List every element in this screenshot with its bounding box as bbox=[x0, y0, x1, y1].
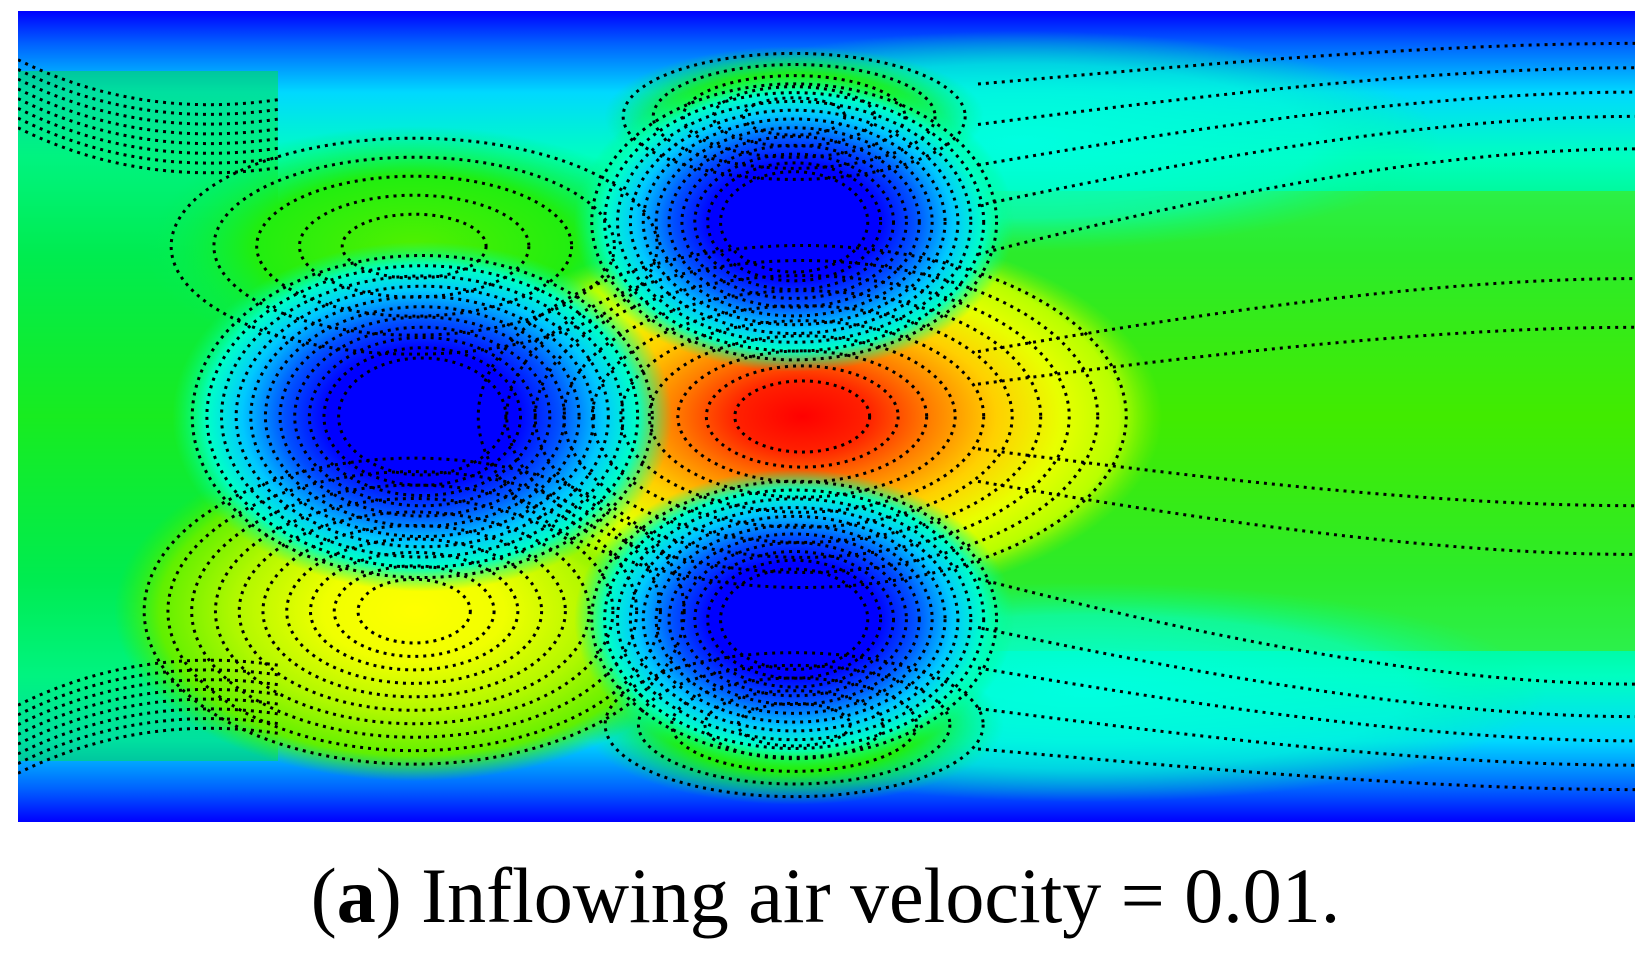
streamline-contour-13 bbox=[977, 707, 1635, 767]
contour-obstacle-left-1 bbox=[337, 356, 508, 477]
streamline-contour-12 bbox=[977, 666, 1635, 743]
contour-obstacle-left-9 bbox=[220, 274, 625, 559]
contour-peak-center-2 bbox=[704, 364, 900, 469]
feature-obstacle-bottom bbox=[574, 469, 1015, 770]
streamline-contour-7 bbox=[977, 325, 1635, 386]
contour-obstacle-top-10 bbox=[603, 91, 986, 353]
contour-peak-lower-left-4 bbox=[285, 537, 544, 685]
contour-obstacle-left-11 bbox=[190, 254, 654, 579]
contour-obstacle-left-8 bbox=[234, 284, 610, 549]
contour-obstacle-top-9 bbox=[616, 99, 973, 344]
contour-lobe-top-2 bbox=[711, 85, 877, 148]
contour-lobe-upper-left-5 bbox=[169, 136, 659, 356]
contour-obstacle-left-3 bbox=[307, 335, 537, 498]
contour-peak-center-4 bbox=[647, 334, 957, 499]
contour-peak-lower-left-6 bbox=[237, 510, 591, 712]
contour-peak-center-9 bbox=[505, 259, 1100, 574]
contour-lobe-top-3 bbox=[681, 74, 907, 159]
contour-obstacle-bottom-1 bbox=[719, 567, 870, 671]
contour-lobe-top-5 bbox=[621, 51, 967, 181]
caption-open-paren: ( bbox=[310, 852, 337, 939]
feature-obstacle-left bbox=[172, 241, 673, 592]
features-layer bbox=[114, 30, 1546, 805]
inlet-contour-1 bbox=[18, 58, 279, 775]
contour-obstacle-top-5 bbox=[667, 135, 921, 309]
contours-layer bbox=[18, 41, 1635, 799]
contour-peak-lower-left-5 bbox=[261, 523, 567, 699]
streamline-contour-11 bbox=[977, 625, 1635, 719]
contour-obstacle-bottom-3 bbox=[693, 550, 896, 689]
contour-lobe-bottom-4 bbox=[636, 663, 952, 786]
contour-obstacle-left-5 bbox=[278, 315, 566, 518]
contour-peak-lower-left-9 bbox=[166, 470, 662, 753]
caption-text: ) Inflowing air velocity = 0.01. bbox=[375, 852, 1341, 939]
inlet-contour-4 bbox=[18, 87, 279, 746]
contour-obstacle-bottom-10 bbox=[603, 488, 986, 750]
contour-lobe-upper-left-2 bbox=[297, 193, 531, 299]
streamline-contour-6 bbox=[977, 277, 1635, 354]
contour-obstacle-bottom-7 bbox=[641, 514, 947, 724]
contour-lobe-top-4 bbox=[651, 63, 937, 170]
contour-obstacle-top-4 bbox=[680, 143, 908, 300]
inlet-contour-2 bbox=[18, 68, 279, 765]
contour-lobe-upper-left-3 bbox=[255, 174, 574, 318]
contour-peak-lower-left-3 bbox=[308, 550, 520, 672]
contour-peak-lower-left-2 bbox=[332, 564, 496, 658]
streamline-contour-8 bbox=[977, 447, 1635, 508]
caption-panel-label: a bbox=[336, 852, 376, 939]
streamline-contour-9 bbox=[977, 479, 1635, 556]
contour-obstacle-top-3 bbox=[693, 152, 896, 292]
streamline-contour-4 bbox=[977, 114, 1635, 208]
contour-peak-center-6 bbox=[590, 304, 1014, 529]
streamline-contour-2 bbox=[977, 66, 1635, 126]
contour-peak-lower-left-10 bbox=[142, 456, 686, 766]
feature-obstacle-top bbox=[574, 71, 1015, 372]
inlet-contour-6 bbox=[18, 106, 279, 727]
contour-obstacle-bottom-5 bbox=[667, 532, 921, 707]
contour-peak-center-10 bbox=[476, 244, 1128, 589]
contour-peak-lower-left-1 bbox=[356, 577, 472, 645]
contour-obstacle-top-8 bbox=[628, 108, 960, 336]
contour-obstacle-top-1 bbox=[719, 170, 870, 274]
contour-obstacle-bottom-6 bbox=[654, 523, 934, 715]
contour-obstacle-top-2 bbox=[706, 161, 883, 283]
inlet-contour-7 bbox=[18, 116, 279, 717]
contour-obstacle-bottom-4 bbox=[680, 541, 908, 698]
contour-obstacle-left-10 bbox=[205, 264, 640, 569]
contour-obstacle-left-2 bbox=[322, 346, 523, 487]
contour-lobe-upper-left-4 bbox=[212, 155, 616, 337]
contour-lobe-bottom-3 bbox=[670, 676, 919, 773]
contour-plot-svg bbox=[18, 11, 1635, 822]
contour-obstacle-top-11 bbox=[590, 82, 999, 362]
contour-plot bbox=[18, 11, 1635, 822]
contour-obstacle-bottom-11 bbox=[590, 479, 999, 759]
inlet-contour-8 bbox=[18, 126, 279, 707]
figure-caption: (a) Inflowing air velocity = 0.01. bbox=[0, 848, 1651, 944]
contour-obstacle-top-7 bbox=[641, 117, 947, 327]
contour-obstacle-left-6 bbox=[263, 305, 581, 528]
contour-lobe-upper-left-1 bbox=[340, 212, 488, 280]
inlet-contour-5 bbox=[18, 97, 279, 736]
contour-peak-lower-left-8 bbox=[190, 483, 639, 739]
contour-peak-center-8 bbox=[533, 274, 1071, 559]
contour-obstacle-left-4 bbox=[293, 325, 552, 508]
contour-obstacle-bottom-8 bbox=[628, 506, 960, 733]
contour-obstacle-left-7 bbox=[249, 294, 596, 539]
contour-peak-center-1 bbox=[733, 379, 872, 454]
inlet-contour-3 bbox=[18, 77, 279, 756]
streamline-contour-3 bbox=[977, 90, 1635, 167]
contour-peak-center-5 bbox=[619, 319, 986, 514]
contour-obstacle-bottom-9 bbox=[616, 497, 973, 742]
contour-obstacle-bottom-2 bbox=[706, 558, 883, 680]
contour-lobe-bottom-5 bbox=[603, 651, 985, 799]
contour-peak-lower-left-7 bbox=[213, 497, 615, 726]
